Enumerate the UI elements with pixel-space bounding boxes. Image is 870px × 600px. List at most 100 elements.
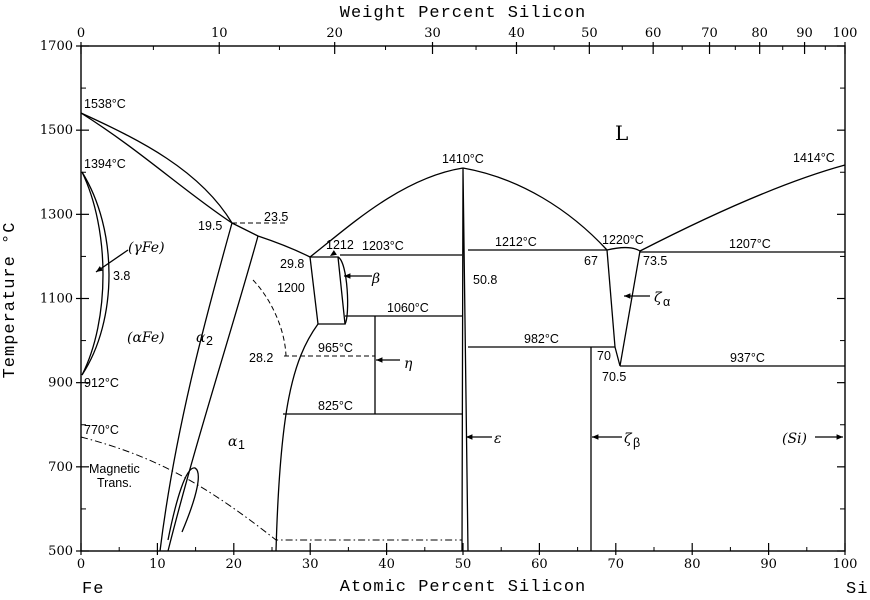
- magnetic-loop: [167, 467, 199, 541]
- left-tick-label: 900: [48, 376, 73, 391]
- top-tick-label: 50: [581, 26, 598, 41]
- alpha-fe-label: (αFe): [127, 330, 165, 346]
- zeta-alpha-top: [606, 246, 641, 252]
- label-29-8: 29.8: [280, 257, 304, 271]
- zeta-beta-left: [606, 249, 616, 348]
- label-1414: 1414°C: [793, 151, 835, 165]
- top-tick-label: 0: [77, 26, 85, 41]
- label-825: 825°C: [318, 399, 353, 413]
- label-3-8: 3.8: [113, 269, 130, 283]
- beta-region: [309, 256, 346, 325]
- bottom-axis-title: Atomic Percent Silicon: [340, 578, 586, 597]
- bottom-tick-label: 90: [760, 557, 777, 572]
- label-1060: 1060°C: [387, 301, 429, 315]
- top-tick-label: 40: [508, 26, 525, 41]
- top-tick-label: 60: [645, 26, 662, 41]
- label-28-2: 28.2: [249, 351, 273, 365]
- solidus-fe: [80, 112, 233, 224]
- liquidus-right-epsilon: [462, 167, 608, 251]
- label-1538: 1538°C: [84, 97, 126, 111]
- zeta-alpha-subscript: α: [663, 295, 670, 309]
- gamma-loop-outer: [81, 171, 110, 376]
- label-1212-beta: 1212: [326, 238, 354, 252]
- label-23-5: 23.5: [264, 210, 288, 224]
- magnetic-label-1: Magnetic: [89, 462, 140, 476]
- beta-label: β: [371, 271, 380, 287]
- bottom-tick-label: 40: [378, 557, 395, 572]
- left-tick-label: 1700: [40, 39, 73, 54]
- top-axis-title: Weight Percent Silicon: [340, 4, 586, 23]
- bottom-tick-label: 30: [302, 557, 319, 572]
- alpha1-subscript: 1: [238, 438, 245, 452]
- left-tick-label: 700: [48, 460, 73, 475]
- left-tick-label: 1100: [40, 292, 73, 307]
- plot-frame: [80, 45, 846, 552]
- liquidus-si: [639, 164, 846, 252]
- bottom-tick-label: 50: [455, 557, 472, 572]
- label-937: 937°C: [730, 351, 765, 365]
- bottom-tick-label: 70: [608, 557, 625, 572]
- bottom-tick-label: 80: [684, 557, 701, 572]
- label-1394: 1394°C: [84, 157, 126, 171]
- label-73-5: 73.5: [643, 254, 667, 268]
- magnetic-label-2: Trans.: [97, 476, 132, 490]
- fe-end-label: Fe: [82, 580, 104, 599]
- gamma-loop-inner: [81, 171, 104, 376]
- top-tick-label: 100: [833, 26, 858, 41]
- label-770: 770°C: [84, 423, 119, 437]
- epsilon-label: ε: [494, 431, 502, 447]
- zeta-alpha-label: ζ: [654, 290, 663, 306]
- top-tick-label: 10: [211, 26, 228, 41]
- label-1203: 1203°C: [362, 239, 404, 253]
- liquidus-alpha: [257, 235, 311, 258]
- label-982: 982°C: [524, 332, 559, 346]
- label-1212: 1212°C: [495, 235, 537, 249]
- alpha2-subscript: 2: [206, 334, 213, 348]
- alpha1-label: α: [228, 434, 238, 450]
- label-19-5: 19.5: [198, 219, 222, 233]
- label-70: 70: [597, 349, 611, 363]
- value-labels: 1538°C 1394°C 912°C 770°C 1410°C 1414°C …: [84, 97, 835, 437]
- bottom-tick-label: 60: [531, 557, 548, 572]
- top-tick-label: 30: [424, 26, 441, 41]
- beta-boundary: [337, 256, 349, 325]
- arrowhead: [330, 250, 337, 256]
- label-1410: 1410°C: [442, 152, 484, 166]
- top-tick-label: 20: [326, 26, 343, 41]
- liquidus-fe: [80, 112, 233, 224]
- top-tick-label: 80: [751, 26, 768, 41]
- magnetic-transition: [80, 436, 462, 541]
- eta-label: η: [404, 356, 413, 372]
- alpha2-right: [167, 235, 259, 552]
- bottom-tick-label: 100: [833, 557, 858, 572]
- bottom-tick-label: 10: [149, 557, 166, 572]
- dash-28-2: [252, 279, 287, 357]
- phase-boundaries: [80, 112, 846, 552]
- alpha2-left: [159, 222, 233, 552]
- liquidus-left-epsilon: [309, 167, 464, 258]
- label-912: 912°C: [84, 376, 119, 390]
- phase-labels: L (γFe) (αFe) α 1 α 2 β η ε ζ α ζ β (Si)…: [89, 121, 807, 490]
- zeta-beta-label: ζ: [624, 431, 633, 447]
- label-67: 67: [584, 254, 598, 268]
- top-tick-label: 70: [701, 26, 718, 41]
- label-965: 965°C: [318, 341, 353, 355]
- gamma-arrow: [95, 249, 129, 273]
- top-tick-label: 90: [796, 26, 813, 41]
- zeta-beta-subscript: β: [633, 436, 640, 450]
- label-1207: 1207°C: [729, 237, 771, 251]
- bottom-tick-label: 0: [77, 557, 85, 572]
- bottom-tick-label: 20: [226, 557, 243, 572]
- label-1220: 1220°C: [602, 233, 644, 247]
- left-axis-title: Temperature °C: [1, 222, 20, 379]
- label-70-5: 70.5: [602, 370, 626, 384]
- epsilon-phase: [461, 167, 469, 552]
- alpha1-right: [275, 323, 319, 552]
- liquid-label: L: [615, 121, 628, 145]
- si-end-label: Si: [846, 580, 868, 599]
- left-tick-label: 1300: [40, 207, 73, 222]
- label-1200: 1200: [277, 281, 305, 295]
- left-tick-label: 500: [48, 544, 73, 559]
- alpha2-top: [231, 222, 259, 237]
